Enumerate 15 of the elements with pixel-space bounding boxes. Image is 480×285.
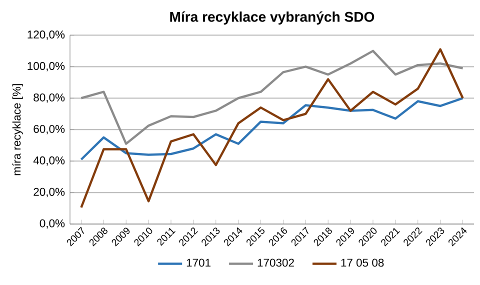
line-series <box>80 50 464 145</box>
y-tick-label: 20,0% <box>34 188 65 198</box>
y-tick-label: 100,0% <box>28 62 65 72</box>
legend-label: 17 05 08 <box>341 258 384 267</box>
chart-title: Míra recyklace vybraných SDO <box>170 11 374 25</box>
y-tick-label: 0,0% <box>40 219 65 229</box>
legend-label: 170302 <box>258 258 294 267</box>
line-series <box>80 97 464 161</box>
y-tick-label: 80,0% <box>34 93 65 103</box>
legend-label: 1701 <box>186 258 210 267</box>
line-series <box>80 48 464 209</box>
y-tick-label: 60,0% <box>34 124 65 134</box>
y-tick-label: 40,0% <box>33 156 65 166</box>
y-axis-title: míra recyklace [%] <box>12 84 23 176</box>
y-tick-label: 120,0% <box>28 30 65 40</box>
